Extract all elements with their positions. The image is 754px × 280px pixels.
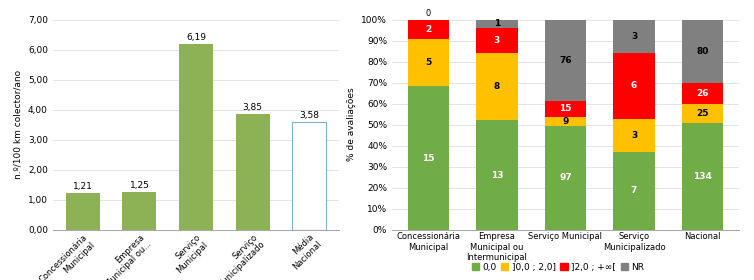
Text: 15: 15 [559,104,572,113]
Text: 26: 26 [697,89,709,98]
Bar [545,116,586,126]
Text: 3,85: 3,85 [243,103,262,112]
Text: 3: 3 [631,32,637,41]
Bar [545,126,586,230]
Text: 1,21: 1,21 [73,182,93,191]
Text: 7: 7 [631,186,637,195]
Bar [408,39,449,87]
Bar [545,101,586,116]
Bar [236,114,270,230]
Bar [682,83,723,104]
Bar [477,28,517,53]
Bar [614,20,654,53]
Text: 15: 15 [422,153,434,162]
Text: 2: 2 [425,25,431,34]
Text: 13: 13 [491,171,503,179]
Text: 3: 3 [494,36,500,45]
Text: 3: 3 [631,131,637,140]
Text: 6,19: 6,19 [186,32,206,41]
Text: 3,58: 3,58 [299,111,319,120]
Bar [682,123,723,230]
Y-axis label: n.º/100 km colector/ano: n.º/100 km colector/ano [14,70,23,179]
Text: 8: 8 [494,82,500,91]
Bar [408,87,449,230]
Bar [545,20,586,101]
Text: 76: 76 [559,56,572,65]
Text: 97: 97 [559,173,572,182]
Bar [614,152,654,230]
Text: 1: 1 [494,19,500,28]
Bar [408,20,449,39]
Bar [293,122,326,230]
Text: 80: 80 [697,47,709,56]
Text: 134: 134 [693,172,712,181]
Bar [682,104,723,123]
Text: 1,25: 1,25 [130,181,149,190]
Bar [179,44,213,230]
Bar [122,192,156,230]
Bar [66,193,100,230]
Bar [682,20,723,83]
Y-axis label: % de avaliações: % de avaliações [347,88,356,161]
Bar [614,119,654,152]
Bar [477,120,517,230]
Text: 0: 0 [426,8,431,18]
Text: 25: 25 [697,109,709,118]
Bar [614,53,654,119]
Bar [477,20,517,28]
Text: 5: 5 [425,58,431,67]
Legend: 0,0, ]0,0 ; 2,0], ]2,0 ; +∞[, NR: 0,0, ]0,0 ; 2,0], ]2,0 ; +∞[, NR [468,259,648,276]
Bar [477,53,517,120]
Text: 6: 6 [631,81,637,90]
Text: 9: 9 [562,117,569,126]
